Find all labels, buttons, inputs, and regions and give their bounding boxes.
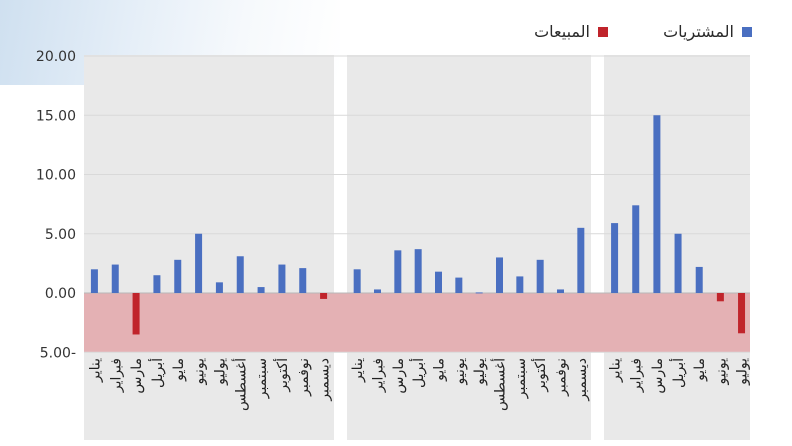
month-label: يوليو	[735, 358, 751, 386]
month-label: يوليو	[472, 358, 488, 386]
purchase-bar	[111, 264, 119, 293]
purchase-bar	[577, 227, 585, 293]
sales-swatch	[598, 26, 608, 37]
purchase-bar	[278, 264, 286, 293]
purchase-bar	[257, 287, 265, 293]
month-label: فبراير	[371, 358, 387, 393]
y-tick-label: 10.00	[36, 168, 76, 184]
sale-bar	[320, 293, 328, 299]
month-label: أبريل	[409, 358, 427, 388]
purchase-bar	[90, 269, 98, 293]
year-panel-1	[84, 55, 334, 440]
month-label: يونيو	[192, 358, 208, 386]
month-label: يناير	[87, 358, 103, 383]
purchase-bar	[299, 268, 307, 293]
y-tick-label: 5.00	[45, 227, 76, 243]
y-tick-label: 20.00	[36, 49, 76, 65]
sale-bar	[716, 293, 724, 302]
purchase-bar	[394, 250, 402, 293]
month-label: ديسمبر	[574, 358, 590, 402]
purchase-bar	[374, 289, 381, 293]
month-label: فبراير	[629, 358, 645, 393]
purchase-bar	[414, 249, 422, 293]
month-label: أكتوبر	[531, 358, 549, 393]
month-label: أغسطس	[231, 358, 249, 411]
month-label: فبراير	[108, 358, 124, 393]
month-label: سبتمبر	[513, 358, 529, 399]
month-label: يونيو	[452, 358, 468, 386]
purchase-bar	[516, 276, 524, 293]
purchase-bar	[215, 282, 223, 293]
purchase-bar	[153, 275, 161, 293]
month-label: ديسمبر	[317, 358, 333, 402]
purchase-bar	[695, 266, 703, 293]
month-label: أغسطس	[491, 358, 509, 411]
purchase-bar	[475, 292, 483, 294]
month-label: مارس	[650, 358, 666, 394]
purchase-bar	[653, 115, 661, 293]
purchase-bar	[632, 205, 640, 293]
legend-purchases: المشتريات	[663, 22, 752, 41]
purchase-bar	[455, 277, 463, 293]
month-label: مايو	[432, 358, 448, 382]
y-tick-label: 15.00	[36, 108, 76, 124]
month-label: مارس	[129, 358, 145, 394]
purchase-bar	[557, 289, 564, 293]
purchases-label: المشتريات	[663, 22, 734, 41]
month-label: يوليو	[212, 358, 228, 386]
month-label: سبتمبر	[254, 358, 270, 399]
month-label: أبريل	[148, 358, 166, 388]
purchase-bar	[536, 259, 544, 293]
month-label: أبريل	[669, 358, 687, 388]
year-panel-2	[347, 55, 591, 440]
sale-bar	[738, 293, 746, 334]
negative-zone	[84, 293, 750, 353]
month-label: يناير	[350, 358, 366, 383]
purchase-bar	[435, 271, 442, 293]
month-label: يونيو	[713, 358, 729, 386]
month-label: مايو	[171, 358, 187, 382]
purchase-bar	[236, 256, 244, 293]
month-label: يناير	[608, 358, 624, 383]
purchase-bar	[496, 257, 503, 293]
y-tick-label: 0.00	[45, 286, 76, 302]
purchases-swatch	[742, 26, 752, 37]
legend-sales: المبيعات	[534, 22, 608, 41]
sales-label: المبيعات	[534, 22, 590, 41]
purchase-bar	[611, 223, 619, 293]
purchase-bar	[174, 259, 182, 293]
month-label: مارس	[391, 358, 407, 394]
sale-bar	[132, 293, 140, 335]
purchase-bar	[674, 233, 682, 293]
month-label: نوفمبر	[296, 358, 312, 397]
month-label: أكتوبر	[273, 358, 291, 393]
purchase-bar	[195, 233, 203, 293]
month-label: مايو	[692, 358, 708, 382]
month-label: نوفمبر	[554, 358, 570, 397]
y-tick-label: 5.00-	[40, 345, 76, 361]
purchase-bar	[353, 269, 361, 293]
